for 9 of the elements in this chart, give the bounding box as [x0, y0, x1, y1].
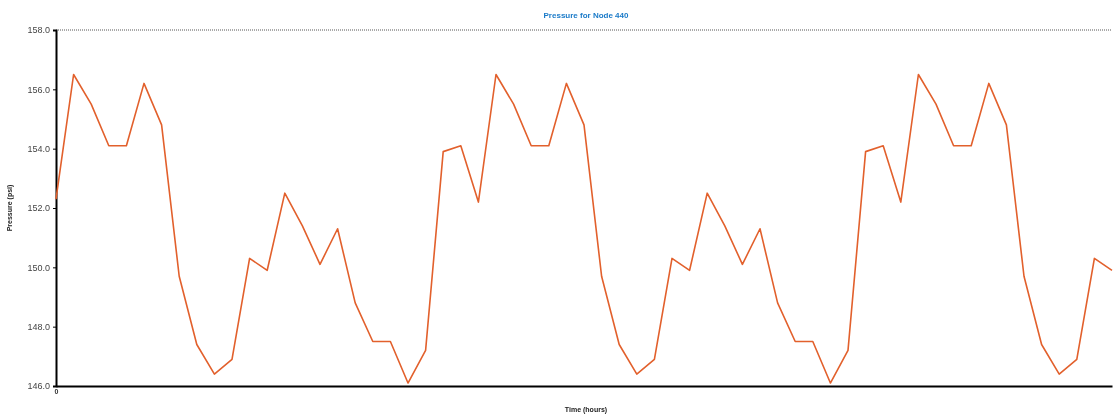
- y-tick-label: 146.0: [27, 381, 50, 392]
- y-tick-label: 154.0: [27, 144, 50, 155]
- y-tick-label: 152.0: [27, 203, 50, 214]
- y-tick-label: 156.0: [27, 84, 50, 95]
- chart-title: Pressure for Node 440: [543, 11, 630, 20]
- line-series: [55, 73, 1113, 384]
- y-tick-label: 150.0: [27, 262, 50, 273]
- y-tick-label: 148.0: [27, 322, 50, 333]
- y-tick-label: 158.0: [27, 25, 50, 36]
